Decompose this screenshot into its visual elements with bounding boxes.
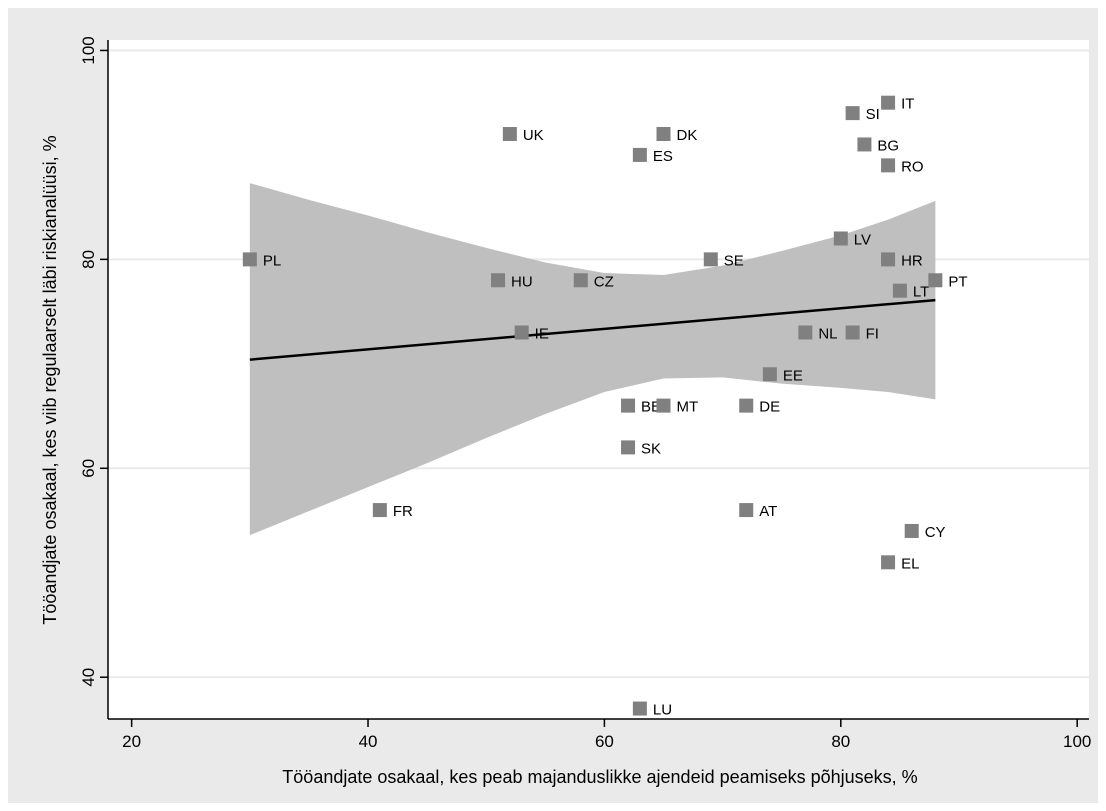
point-nl — [798, 325, 812, 339]
point-label-ee: EE — [783, 367, 803, 384]
point-cy — [905, 524, 919, 538]
point-label-de: DE — [759, 399, 780, 416]
point-ie — [515, 325, 529, 339]
point-label-el: EL — [901, 555, 919, 572]
point-sk — [621, 440, 635, 454]
point-label-uk: UK — [523, 127, 544, 144]
point-lt — [893, 284, 907, 298]
point-fr — [373, 503, 387, 517]
x-tick-label-60: 60 — [595, 732, 614, 751]
point-label-lv: LV — [854, 231, 871, 248]
point-ro — [881, 158, 895, 172]
point-cz — [574, 273, 588, 287]
y-tick-label-40: 40 — [79, 668, 98, 687]
y-tick-label-80: 80 — [79, 250, 98, 269]
x-tick-label-20: 20 — [122, 732, 141, 751]
point-label-cz: CZ — [594, 273, 614, 290]
x-axis-label: Tööandjate osakaal, kes peab majanduslik… — [282, 767, 917, 787]
point-label-se: SE — [724, 252, 744, 269]
y-axis-label: Tööandjate osakaal, kes viib regulaarsel… — [40, 135, 60, 624]
point-es — [633, 148, 647, 162]
point-it — [881, 96, 895, 110]
point-label-cy: CY — [925, 524, 946, 541]
point-label-dk: DK — [677, 127, 698, 144]
point-fi — [846, 325, 860, 339]
point-uk — [503, 127, 517, 141]
y-tick-label-100: 100 — [79, 36, 98, 64]
point-be — [621, 399, 635, 413]
point-label-lu: LU — [653, 702, 672, 719]
point-label-mt: MT — [677, 399, 699, 416]
point-label-ie: IE — [535, 325, 549, 342]
point-hr — [881, 252, 895, 266]
point-at — [739, 503, 753, 517]
point-lv — [834, 231, 848, 245]
point-label-pt: PT — [948, 273, 967, 290]
point-mt — [657, 399, 671, 413]
point-label-pl: PL — [263, 252, 281, 269]
point-label-at: AT — [759, 503, 777, 520]
point-label-fi: FI — [866, 325, 879, 342]
point-de — [739, 399, 753, 413]
point-label-sk: SK — [641, 440, 661, 457]
point-pt — [928, 273, 942, 287]
x-tick-label-40: 40 — [359, 732, 378, 751]
point-hu — [491, 273, 505, 287]
point-el — [881, 555, 895, 569]
point-si — [846, 106, 860, 120]
x-tick-label-100: 100 — [1063, 732, 1091, 751]
point-ee — [763, 367, 777, 381]
point-se — [704, 252, 718, 266]
point-label-fr: FR — [393, 503, 413, 520]
point-label-es: ES — [653, 148, 673, 165]
point-label-bg: BG — [877, 137, 899, 154]
point-label-hr: HR — [901, 252, 923, 269]
point-label-hu: HU — [511, 273, 533, 290]
y-tick-label-60: 60 — [79, 459, 98, 478]
point-label-nl: NL — [818, 325, 837, 342]
point-label-it: IT — [901, 96, 914, 113]
point-dk — [657, 127, 671, 141]
point-label-ro: RO — [901, 158, 924, 175]
point-label-si: SI — [866, 106, 880, 123]
point-pl — [243, 252, 257, 266]
x-tick-label-80: 80 — [831, 732, 850, 751]
point-bg — [857, 137, 871, 151]
point-lu — [633, 702, 647, 716]
point-label-lt: LT — [913, 284, 929, 301]
